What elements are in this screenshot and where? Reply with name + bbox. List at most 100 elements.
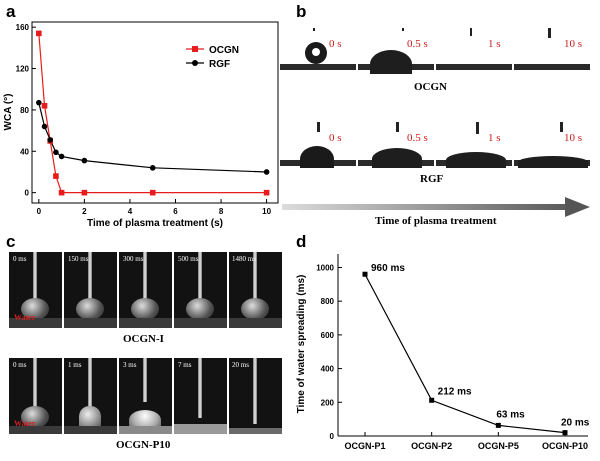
rgf-frame-2 [358,118,434,168]
a-xlabel: Time of plasma treatment (s) [87,218,223,229]
legend-ocgn-label: OCGN [209,45,239,56]
d-category-label-3: OCGN-P10 [542,441,588,451]
d-category-label-1: OCGN-P2 [411,441,452,451]
d-ytick-label-1: 200 [321,398,335,407]
d-ytick-label-4: 800 [321,297,335,306]
ocgn-p10-label: OCGN-P10 [116,439,171,451]
a-ytick-label-0: 0 [25,189,30,198]
ocgn-time-3: 10 s [564,38,583,50]
ocgn-p10-time-0: 0 ms [13,361,27,369]
ocgn-frame-3 [436,24,512,74]
a-point-rgf-1 [41,123,48,130]
a-point-ocgn-0 [36,30,42,37]
rgf-frame-4 [514,118,590,168]
ocgn-p10-frame-1 [9,358,62,434]
d-point-2 [495,422,501,428]
a-ylabel: WCA (°) [3,94,14,131]
rgf-label: RGF [420,173,444,185]
ocgn-p10-frame-5 [229,358,282,434]
a-ytick-label-4: 160 [16,23,30,32]
legend-ocgn-marker [192,46,198,52]
a-series-line-ocgn [38,33,267,194]
a-point-ocgn-3 [53,173,59,179]
a-series-line-rgf [38,102,267,173]
ocgn-p10-frame-3 [119,358,172,434]
a-point-ocgn-7 [263,189,270,196]
ocgn-i-frame-1 [9,252,62,328]
a-point-rgf-4 [58,153,65,160]
rgf-frame-3 [436,118,512,168]
ocgn-i-time-3: 500 ms [178,255,199,263]
d-point-1 [429,397,435,403]
a-ytick-label-3: 120 [16,65,30,74]
ocgn-frame-2 [358,24,434,74]
ocgn-frame-4 [514,24,590,74]
d-ytick-label-2: 400 [321,365,335,374]
d-point-0 [362,271,368,277]
a-point-rgf-3 [53,149,59,156]
ocgn-i-time-0: 0 ms [13,255,27,263]
ocgn-p10-frame-4 [174,358,227,434]
d-data-label-2: 63 ms [496,409,525,420]
panel-letter-c: c [6,232,16,251]
legend-rgf-label: RGF [209,59,230,70]
ocgn-p10-time-4: 20 ms [232,361,249,369]
legend-rgf-marker [192,60,198,66]
d-data-label-3: 20 ms [561,418,590,429]
a-xtick-label-3: 6 [173,207,178,216]
a-point-rgf-6 [149,165,156,171]
ocgn-i-frame-4 [174,252,227,328]
a-xtick-label-4: 8 [219,207,224,216]
a-point-ocgn-1 [41,102,48,109]
ocgn-time-0: 0 s [329,38,342,50]
rgf-time-3: 10 s [564,132,583,144]
rgf-frame-1 [280,118,356,168]
ocgn-p10-time-2: 3 ms [123,361,137,369]
a-xtick-label-5: 10 [262,207,271,216]
panel-letter-a: a [6,2,16,21]
ocgn-p10-time-1: 1 ms [68,361,82,369]
spreading-time-chart: 0 200 400 600 800 1000 OCGN-P1 OCGN-P2 OCGN-P5 OC… [296,254,590,451]
a-xtick-label-2: 4 [128,207,133,216]
ocgn-p10-frame-2 [64,358,117,434]
ocgn-i-label: OCGN-I [123,333,164,345]
ocgn-i-water-label: Water [14,313,36,322]
wca-chart: 0 2 4 6 8 10 0 40 80 120 160 OCGN RGF Time of plas… [3,21,279,229]
a-point-ocgn-5 [81,189,88,196]
a-point-rgf-2 [47,137,54,143]
d-series-line [364,273,566,434]
rgf-time-0: 0 s [329,132,342,144]
rgf-time-2: 1 s [488,132,501,144]
ocgn-i-frame-2 [64,252,117,328]
d-category-label-0: OCGN-P1 [344,441,385,451]
a-ytick-label-1: 40 [20,147,29,156]
d-ytick-label-3: 600 [321,331,335,340]
d-ytick-label-5: 1000 [316,263,334,272]
ocgn-p10-time-3: 7 ms [178,361,192,369]
a-point-ocgn-4 [58,189,65,196]
panel-letter-b: b [296,2,307,21]
plot-frame [31,21,279,204]
ocgn-p10-water-label: Water [14,419,36,428]
panel-letter-d: d [296,232,307,251]
a-point-rgf-0 [36,99,42,106]
ocgn-time-2: 1 s [488,38,501,50]
d-ylabel: Time of water spreading (ms) [296,275,307,414]
d-data-label-0: 960 ms [371,263,405,274]
a-xtick-label-1: 2 [82,207,87,216]
ocgn-i-time-4: 1480 ms [232,255,256,263]
d-ytick-label-0: 0 [330,432,335,441]
d-data-label-1: 212 ms [438,386,472,397]
a-point-rgf-5 [81,157,88,164]
ocgn-i-time-2: 300 ms [123,255,144,263]
arrow-label: Time of plasma treatment [375,215,497,227]
ocgn-i-frame-5 [229,252,282,328]
ocgn-frame-1 [280,24,356,74]
d-category-label-2: OCGN-P5 [478,441,519,451]
a-ytick-label-2: 80 [20,106,29,115]
ocgn-time-1: 0.5 s [407,38,428,50]
a-point-rgf-7 [263,169,270,175]
d-point-3 [562,430,568,436]
ocgn-i-frame-3 [119,252,172,328]
rgf-time-1: 0.5 s [407,132,428,144]
